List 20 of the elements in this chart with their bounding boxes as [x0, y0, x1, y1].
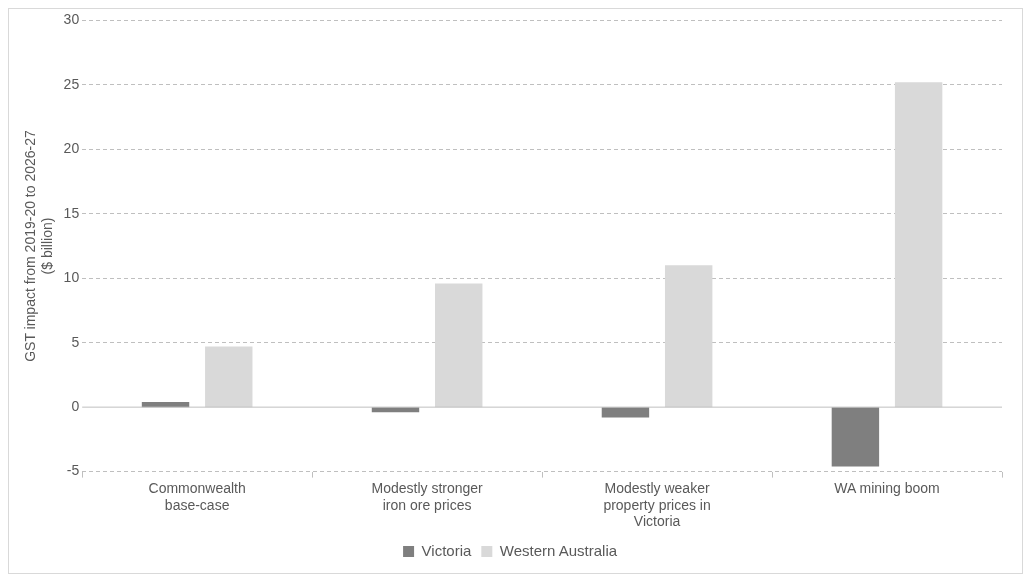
legend-label: Victoria: [421, 541, 472, 559]
y-tick-label: 20: [63, 140, 80, 157]
y-tick-label: 0: [71, 398, 80, 414]
x-tick-label: Commonwealth base-case: [148, 479, 246, 513]
x-tick-label: Modestly stronger iron ore prices: [371, 479, 484, 513]
y-tick-label: 5: [71, 333, 80, 350]
bar: [205, 346, 253, 408]
y-tick-label: 10: [63, 269, 80, 286]
y-tick-label: 15: [63, 204, 80, 221]
bar: [664, 265, 713, 408]
x-tick-label: Modestly weaker property prices in Victoria: [603, 479, 711, 530]
legend-label: Western Australia: [499, 541, 618, 559]
bar: [894, 82, 943, 408]
y-tick-label: 30: [63, 11, 80, 28]
y-tick-label: -5: [66, 462, 80, 479]
bar: [831, 407, 880, 467]
y-axis-title: GST impact from 2019-20 to 2026-27 ($ billion): [22, 129, 56, 362]
y-tick-label: 25: [63, 75, 80, 92]
x-tick-label: WA mining boom: [834, 479, 940, 496]
bar: [435, 283, 483, 408]
